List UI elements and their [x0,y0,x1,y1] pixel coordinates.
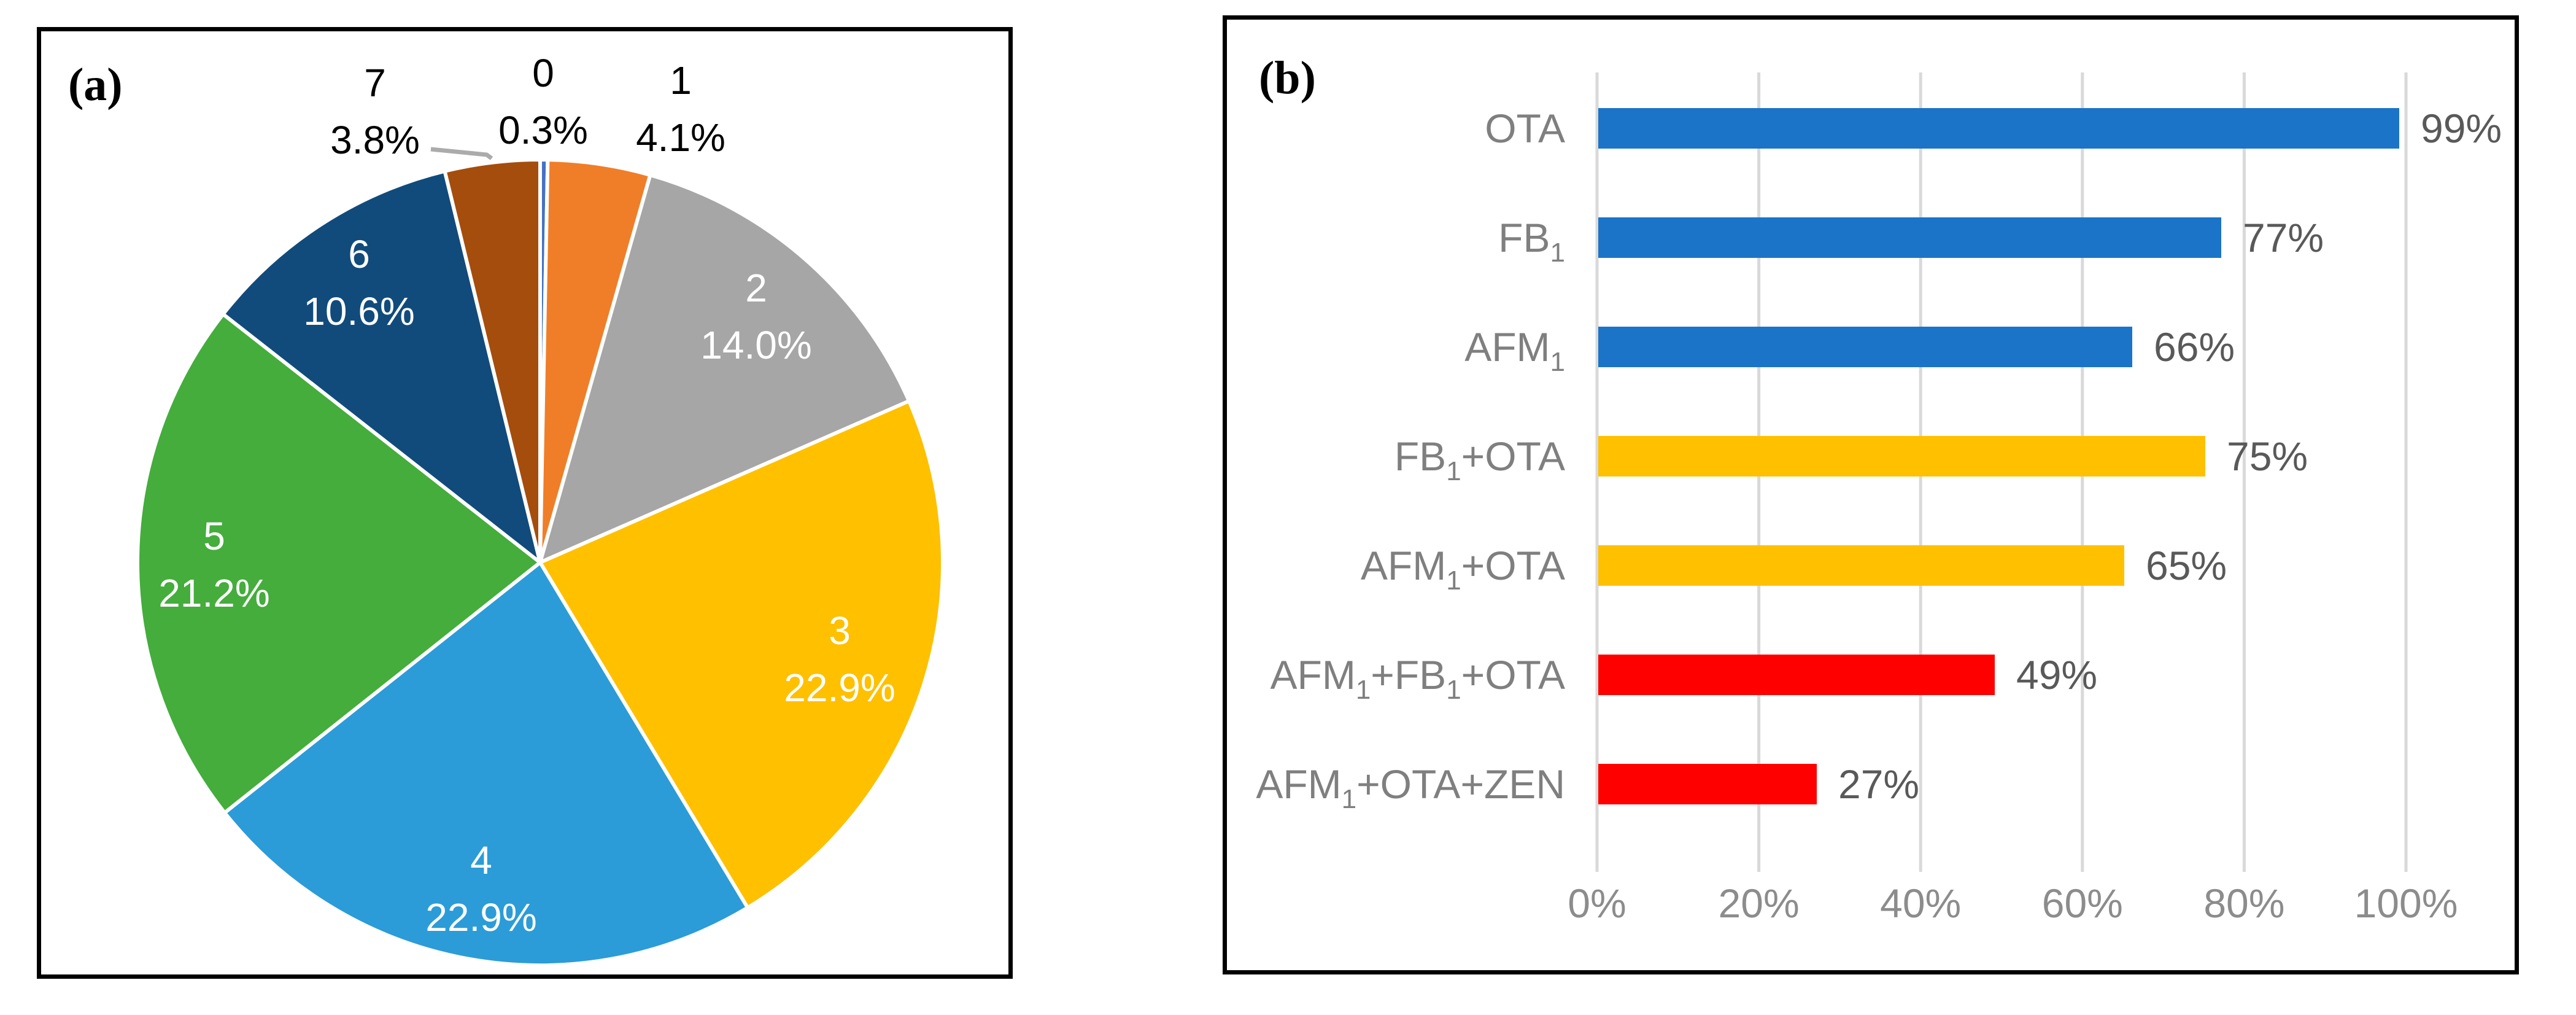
pie-slice-5 [136,312,542,815]
bar-AFM1+FB1+OTA [1598,655,1995,695]
pie-slice-7 [443,158,542,564]
x-tick-label-0%: 0% [1568,881,1626,926]
x-tick-label-60%: 60% [2042,881,2123,926]
bar-chart: OTA 99% FB1​ 77% AFM1​ 66% FB1​+OTA 75% AFM1​+OT… [1256,72,2502,926]
value-label-OTA: 99% [2421,106,2502,151]
category-label-AFM1+FB1+OTA: AFM1​+FB1​+OTA [1270,652,1565,705]
pie-label-2: 2 14.0% [700,266,811,367]
x-tick-label-80%: 80% [2203,881,2284,926]
pie-chart: 0 0.3% 1 4.1% 2 14.0% 3 22.9% 4 22.9% 5 21.2% 6 10.6%… [136,51,945,968]
x-tick-label-20%: 20% [1719,881,1800,926]
panel-a-pie-chart: (a) 0 0.3% 1 4.1% 2 14.0% 3 22.9% 4 22.9% 5 21.2% 6 1… [37,27,1013,979]
pie-slice-2 [538,173,911,564]
category-label-AFM1+OTA: AFM1​+OTA [1361,543,1565,596]
category-label-FB1: FB1​ [1498,215,1565,268]
value-label-AFM1+FB1+OTA: 49% [2016,652,2097,698]
pie-label-5: 5 21.2% [158,514,269,615]
category-label-FB1+OTA: FB1​+OTA [1394,434,1565,486]
panel-b-tag: (b) [1259,52,1316,104]
panel-a-tag: (a) [68,59,123,111]
x-tick-label-100%: 100% [2354,881,2458,926]
bar-FB1+OTA [1598,436,2205,476]
bar-FB1 [1598,217,2221,258]
pie-label-7: 7 3.8% [330,61,420,162]
pie-label-3: 3 22.9% [784,609,895,710]
pie-slice-3 [538,399,945,910]
bar-AFM1 [1598,327,2132,367]
bar-OTA [1598,108,2399,149]
panel-b-bar-chart: (b) OTA 99% FB1​ 77% AFM1​ 66% FB1​+OTA 75% AFM1… [1223,15,2519,974]
value-label-AFM1: 66% [2154,324,2235,370]
value-label-AFM1+OTA+ZEN: 27% [1838,761,1919,807]
pie-leader-line [430,147,493,160]
pie-slice-4 [223,561,750,968]
pie-label-6: 6 10.6% [303,232,414,333]
value-label-FB1+OTA: 75% [2227,434,2308,479]
x-tick-label-40%: 40% [1880,881,1961,926]
bar-AFM1+OTA+ZEN [1598,764,1817,804]
pie-label-4: 4 22.9% [425,838,536,939]
category-label-OTA: OTA [1485,106,1565,151]
value-label-AFM1+OTA: 65% [2146,543,2227,588]
pie-label-0: 0 0.3% [498,51,588,152]
pie-slice-6 [221,169,542,564]
bar-AFM1+OTA [1598,545,2124,586]
value-label-FB1: 77% [2243,215,2324,260]
pie-label-1: 1 4.1% [636,58,725,160]
category-label-AFM1: AFM1​ [1464,324,1565,377]
category-label-AFM1+OTA+ZEN: AFM1​+OTA+ZEN [1256,761,1565,814]
